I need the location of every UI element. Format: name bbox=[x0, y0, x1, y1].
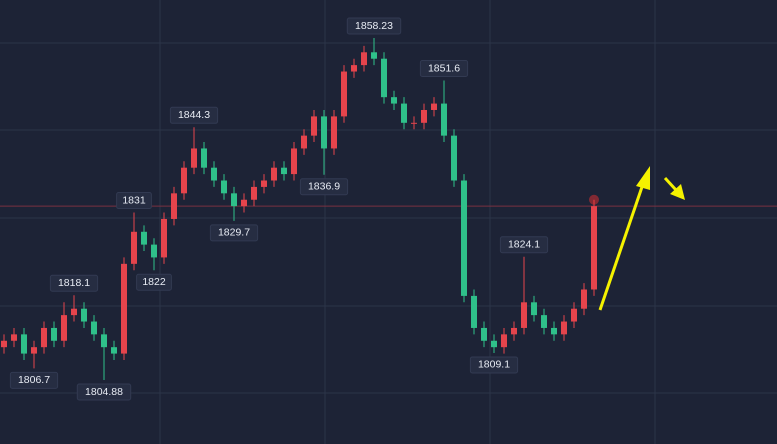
price-label-box bbox=[49, 274, 99, 292]
candle-body bbox=[541, 315, 547, 328]
price-label-box bbox=[419, 60, 469, 78]
price-label: 1804.88 bbox=[85, 386, 123, 398]
candle-body bbox=[371, 52, 377, 59]
candle-body bbox=[481, 327, 487, 341]
price-label-box bbox=[209, 224, 259, 242]
price-label-box bbox=[469, 356, 519, 374]
candle-body bbox=[181, 167, 187, 194]
candle-body bbox=[461, 180, 467, 296]
candle-body bbox=[1, 340, 7, 348]
candle-body bbox=[331, 116, 337, 149]
arrow-down-head bbox=[670, 184, 685, 200]
candle-body bbox=[361, 52, 367, 66]
price-label-box bbox=[346, 17, 402, 35]
price-label-box bbox=[499, 236, 549, 254]
annotation-arrows bbox=[598, 166, 685, 311]
candle-body bbox=[111, 347, 117, 354]
price-label: 1831 bbox=[122, 194, 146, 206]
candle-body bbox=[251, 186, 257, 200]
price-label-box bbox=[76, 383, 132, 401]
price-label-box bbox=[169, 106, 219, 124]
last-price-glow bbox=[589, 194, 599, 205]
candle-body bbox=[191, 148, 197, 168]
candle-body bbox=[51, 327, 57, 341]
candle-body bbox=[311, 116, 317, 136]
plot-area: 1818.1 1831 1844.3 1858.23 1851.6 1824.1 1806.… bbox=[0, 17, 777, 401]
candle-body bbox=[521, 302, 527, 328]
candle-body bbox=[21, 334, 27, 354]
candle-body bbox=[201, 148, 207, 168]
candle-body bbox=[131, 231, 137, 264]
candle-body bbox=[151, 244, 157, 258]
candle-body bbox=[301, 135, 307, 149]
candle-body bbox=[261, 180, 267, 187]
candle-body bbox=[511, 327, 517, 335]
price-label: 1806.7 bbox=[18, 374, 50, 386]
candle-body bbox=[291, 148, 297, 175]
candle-body bbox=[11, 334, 17, 341]
candle-body bbox=[441, 103, 447, 136]
candle-body bbox=[451, 135, 457, 181]
candle-body bbox=[401, 103, 407, 123]
price-label: 1829.7 bbox=[218, 227, 250, 239]
candle-body bbox=[271, 167, 277, 181]
candle-body bbox=[501, 334, 507, 348]
candle-body bbox=[381, 58, 387, 98]
price-label: 1836.9 bbox=[308, 181, 340, 193]
candle-body bbox=[551, 327, 557, 335]
candle-body bbox=[161, 218, 167, 258]
candle-body bbox=[351, 65, 357, 72]
candle-body bbox=[391, 97, 397, 104]
price-label-box bbox=[116, 192, 152, 210]
price-label: 1858.23 bbox=[355, 20, 393, 32]
candle-body bbox=[471, 295, 477, 328]
candle-body bbox=[141, 231, 147, 245]
candle-body bbox=[231, 193, 237, 207]
candle-body bbox=[91, 321, 97, 335]
candle-body bbox=[591, 206, 597, 290]
candle-body bbox=[491, 340, 497, 348]
candle-body bbox=[61, 315, 67, 341]
candle-body bbox=[121, 263, 127, 354]
candle-body bbox=[41, 327, 47, 348]
candle-body bbox=[571, 308, 577, 322]
price-label: 1809.1 bbox=[478, 359, 510, 371]
candle-body bbox=[211, 167, 217, 181]
price-label: 1824.1 bbox=[508, 239, 540, 251]
candle-body bbox=[81, 308, 87, 322]
candle-body bbox=[531, 302, 537, 316]
arrow-up-head bbox=[636, 166, 650, 190]
candle-body bbox=[421, 109, 427, 123]
candle-body bbox=[341, 71, 347, 117]
candle-body bbox=[281, 167, 287, 175]
arrow-up-shaft bbox=[598, 183, 645, 311]
candle-body bbox=[581, 289, 587, 309]
candle-body bbox=[101, 334, 107, 348]
price-label: 1851.6 bbox=[428, 62, 460, 74]
candle-body bbox=[411, 122, 417, 124]
candle-body bbox=[561, 321, 567, 335]
price-label: 1844.3 bbox=[178, 109, 210, 121]
candle-body bbox=[221, 180, 227, 194]
arrow-down-shaft bbox=[663, 176, 678, 192]
candle-body bbox=[431, 103, 437, 110]
price-label: 1822 bbox=[142, 276, 166, 288]
price-label: 1818.1 bbox=[58, 277, 90, 289]
price-label-box bbox=[299, 178, 349, 196]
candle-body bbox=[321, 116, 327, 149]
candle-body bbox=[31, 347, 37, 354]
candle-body bbox=[71, 308, 77, 316]
candle-body bbox=[171, 193, 177, 219]
candle-body bbox=[241, 199, 247, 207]
price-label-box bbox=[136, 273, 172, 291]
price-label-box bbox=[9, 371, 59, 389]
